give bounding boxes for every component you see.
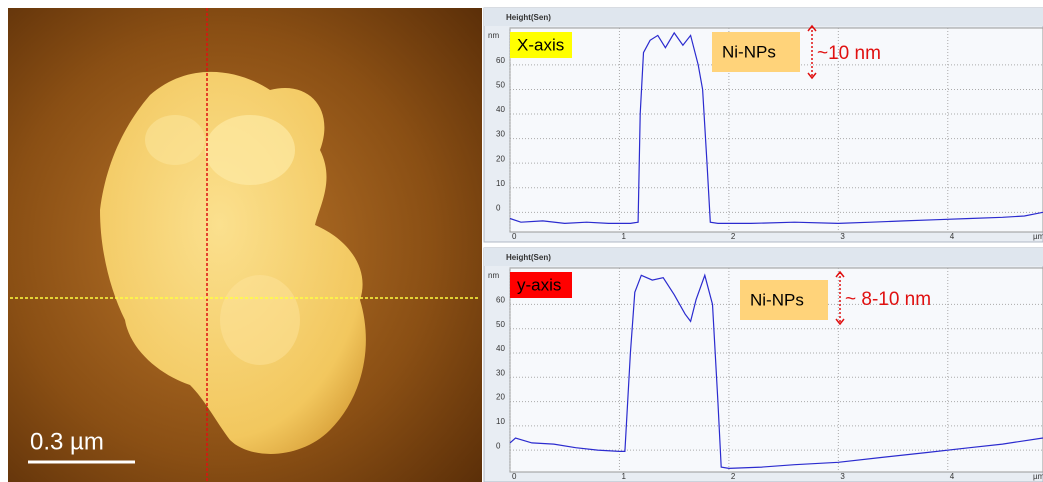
y-tick-label: 0 (496, 203, 501, 212)
y-tick-label: 20 (496, 154, 505, 163)
y-tick-label: 10 (496, 179, 505, 188)
x-tick-label: 2 (731, 472, 736, 481)
y-tick-label: 0 (496, 441, 501, 450)
y-tick-label: 50 (496, 81, 505, 90)
y-tick-label: 40 (496, 344, 505, 353)
x-tick-label: 2 (731, 232, 736, 241)
afm-image: 0.3 µm (8, 8, 482, 482)
scale-bar-label: 0.3 µm (30, 428, 104, 455)
x-tick-label: 0 (512, 472, 517, 481)
annotation: ~ 8-10 nm (845, 289, 931, 310)
tag-label: X-axis (517, 35, 564, 54)
x-tick-label: 3 (840, 472, 845, 481)
x-tick-label: 4 (950, 472, 955, 481)
particle-grain (205, 115, 295, 185)
np-label: Ni-NPs (750, 290, 804, 309)
y-tick-label: 30 (496, 130, 505, 139)
particle-grain (220, 275, 300, 365)
x-tick-label: 4 (950, 232, 955, 241)
header-bar (484, 8, 1043, 26)
annotation: ~10 nm (817, 43, 881, 64)
particle-grain (145, 115, 205, 165)
y-tick-label: 10 (496, 417, 505, 426)
header-bar (484, 248, 1043, 266)
y-unit: nm (488, 31, 499, 40)
x-tick-label: 3 (840, 232, 845, 241)
x-tick-label: 1 (621, 232, 626, 241)
y-tick-label: 30 (496, 368, 505, 377)
y-tick-label: 60 (496, 56, 505, 65)
y-tick-label: 60 (496, 296, 505, 305)
y-tick-label: 40 (496, 105, 505, 114)
x-tick-label: 1 (621, 472, 626, 481)
x-unit: µm (1033, 472, 1043, 481)
panel-header: Height(Sen) (506, 253, 551, 262)
panel-header: Height(Sen) (506, 13, 551, 22)
y-tick-label: 50 (496, 320, 505, 329)
figure: 0.3 µm Height(Sen)010203040506001234nmµm… (0, 0, 1043, 482)
x-tick-label: 0 (512, 232, 517, 241)
np-label: Ni-NPs (722, 42, 776, 61)
y-tick-label: 20 (496, 393, 505, 402)
tag-label: y-axis (517, 275, 561, 294)
y-unit: nm (488, 271, 499, 280)
x-unit: µm (1033, 232, 1043, 241)
